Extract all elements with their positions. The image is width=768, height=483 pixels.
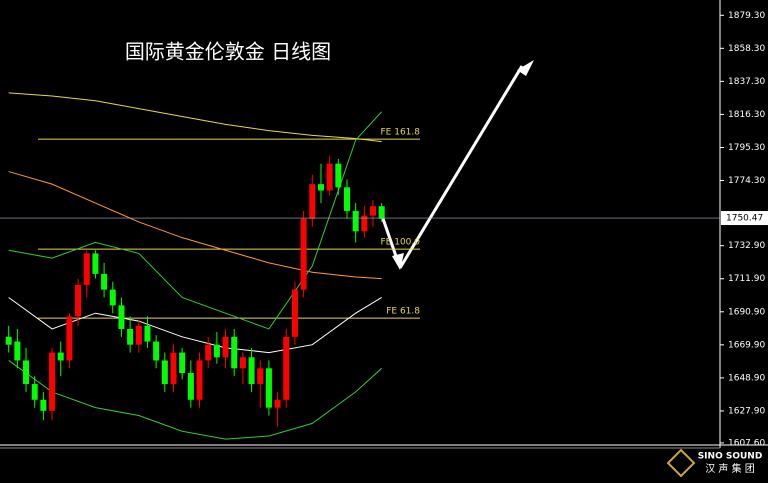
y-tick-label: 1732.90 — [728, 241, 765, 251]
y-tick-label: 1648.90 — [728, 373, 765, 383]
arrow-head — [517, 60, 534, 76]
fe-label: FE 100.0 — [381, 238, 421, 248]
candle-body — [57, 352, 64, 361]
candle-body — [49, 352, 56, 411]
y-tick-label: 1795.30 — [728, 143, 765, 153]
y-tick-label: 1627.90 — [728, 406, 765, 416]
indicator-line — [8, 171, 382, 280]
candle-body — [179, 352, 186, 374]
candle-body — [326, 163, 333, 191]
candle-body — [101, 273, 108, 290]
candle-body — [14, 341, 21, 361]
y-tick-label: 1669.90 — [728, 340, 765, 350]
y-tick-label: 1858.30 — [728, 44, 765, 54]
logo-sub: 汉 声 集 团 — [705, 462, 755, 475]
fe-label: FE 61.8 — [386, 307, 420, 317]
candle-body — [187, 373, 194, 400]
logo-name: SINO SOUND — [698, 452, 763, 462]
candle-body — [248, 357, 255, 385]
candle-body — [161, 360, 168, 385]
candle-body — [335, 163, 342, 188]
y-tick-label: 1711.90 — [728, 274, 765, 284]
candle-body — [144, 325, 151, 342]
candle-body — [109, 289, 116, 306]
candle-body — [135, 325, 142, 345]
y-tick-label: 1690.90 — [728, 307, 765, 317]
candle-body — [239, 357, 246, 369]
candle-body — [222, 336, 229, 358]
candle-body — [370, 206, 377, 216]
candle-body — [127, 328, 134, 345]
candle-body — [5, 336, 12, 345]
candle-body — [40, 399, 47, 411]
candle-body — [378, 206, 385, 219]
candle-body — [83, 253, 90, 285]
candle-body — [300, 218, 307, 290]
candle-body — [66, 316, 73, 361]
candle-body — [343, 187, 350, 211]
last-price-label: 1750.47 — [726, 214, 763, 224]
logo-icon — [666, 448, 696, 478]
candle-body — [231, 336, 238, 369]
y-tick-label: 1837.30 — [728, 77, 765, 87]
arrow-head — [392, 253, 404, 270]
candle-body — [213, 344, 220, 358]
y-tick-label: 1774.30 — [728, 176, 765, 186]
candle-body — [118, 305, 125, 329]
y-tick-label: 1879.30 — [728, 11, 765, 21]
candle-body — [196, 360, 203, 400]
candle-body — [257, 368, 264, 385]
candle-body — [153, 341, 160, 361]
indicator-line — [8, 360, 383, 440]
indicator-line — [8, 111, 383, 330]
candle-body — [205, 344, 212, 361]
logo: SINO SOUND 汉 声 集 团 — [666, 448, 763, 478]
chart-title: 国际黄金伦敦金 日线图 — [125, 40, 331, 64]
candle-body — [352, 210, 359, 232]
fe-label: FE 161.8 — [381, 128, 421, 138]
y-tick-label: 1607.60 — [728, 438, 765, 448]
candle-body — [317, 184, 324, 191]
candle-body — [23, 360, 30, 385]
indicator-line — [8, 92, 382, 143]
y-tick-label: 1816.30 — [728, 110, 765, 120]
arrow-up — [398, 65, 524, 269]
candle-body — [283, 336, 290, 400]
candle-body — [265, 368, 272, 408]
candle-body — [361, 215, 368, 232]
candle-body — [75, 284, 82, 317]
candle-body — [31, 384, 38, 400]
candle-body — [274, 399, 281, 408]
candle-body — [291, 289, 298, 337]
candle-body — [92, 253, 99, 274]
candle-body — [309, 184, 316, 219]
indicator-line — [8, 297, 382, 354]
candle-body — [170, 352, 177, 385]
last-price-box — [721, 211, 768, 226]
